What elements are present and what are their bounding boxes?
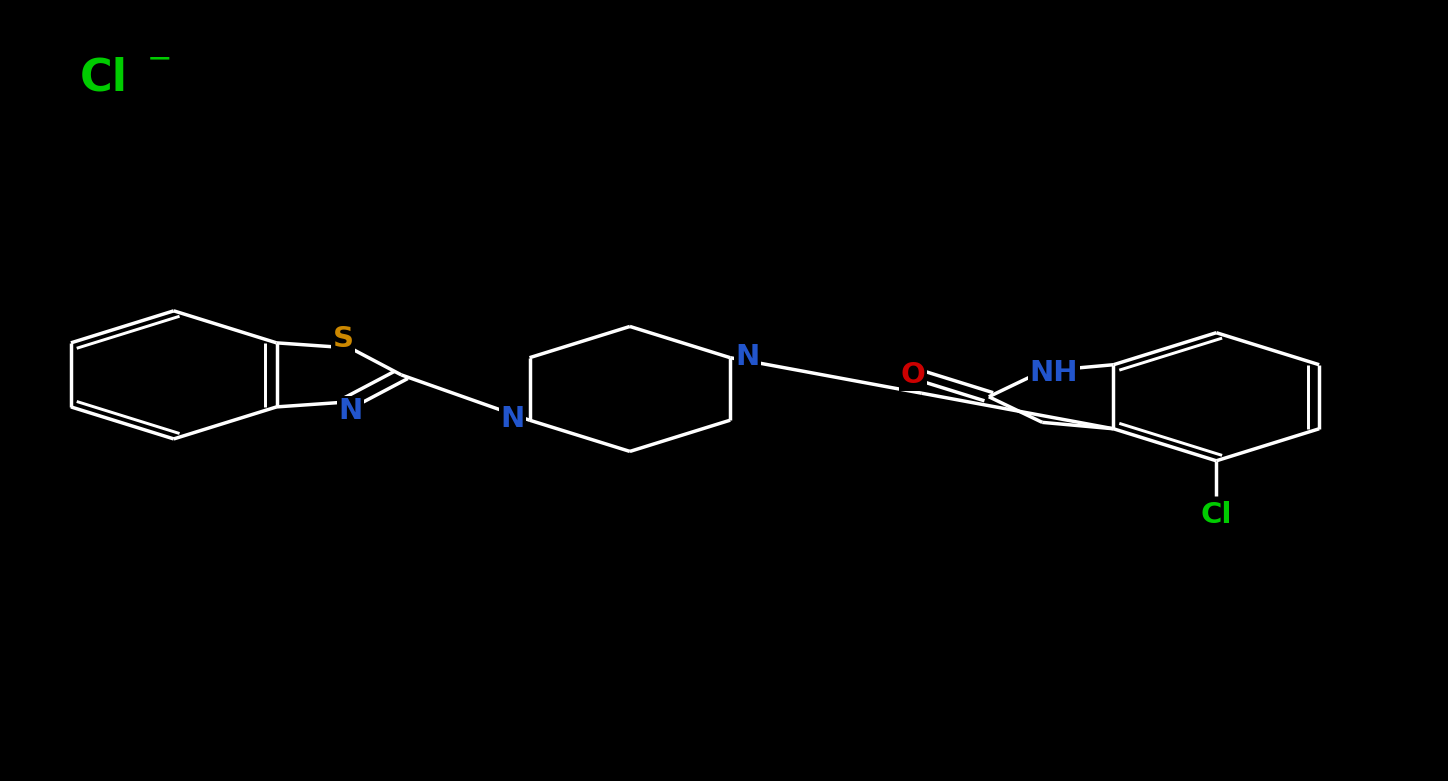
Text: NH: NH	[1030, 358, 1079, 387]
Text: N: N	[500, 405, 524, 433]
Text: Cl: Cl	[1200, 501, 1232, 530]
Text: O: O	[901, 362, 925, 389]
Text: Cl: Cl	[1200, 501, 1232, 530]
Text: −: −	[146, 44, 172, 73]
Text: N: N	[736, 343, 760, 371]
Text: N: N	[337, 398, 362, 425]
Text: NH: NH	[1030, 358, 1079, 387]
Text: Cl: Cl	[80, 56, 127, 100]
Text: N: N	[736, 343, 760, 371]
Text: N: N	[500, 405, 524, 433]
Text: N: N	[337, 398, 362, 425]
Text: S: S	[333, 325, 353, 352]
Text: O: O	[901, 362, 925, 389]
Text: S: S	[333, 325, 353, 352]
